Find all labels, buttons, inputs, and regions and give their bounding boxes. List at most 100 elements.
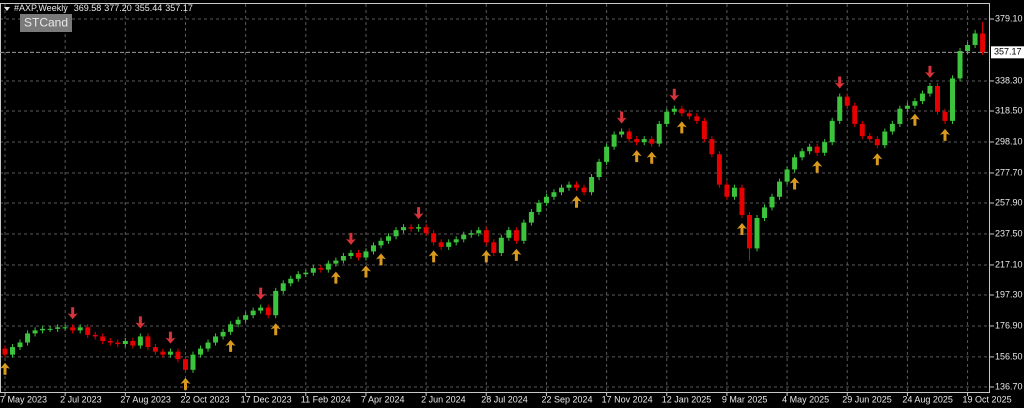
candle-body [965, 44, 971, 52]
candle-body [799, 151, 805, 158]
candle-body [521, 222, 527, 241]
candle-body [634, 139, 640, 143]
candle-body [431, 233, 437, 243]
candle-body [528, 211, 534, 223]
y-tick-label: 237.50 [995, 228, 1023, 238]
candle-body [859, 123, 865, 137]
x-tick-label: 28 Jul 2024 [481, 394, 528, 404]
buy-arrow [909, 113, 920, 126]
buy-arrow [631, 150, 642, 163]
candle-body [235, 319, 241, 325]
y-tick-label: 217.10 [995, 259, 1023, 269]
candle-body [130, 340, 136, 346]
x-tick-label: 19 Oct 2025 [963, 394, 1012, 404]
candle-body [807, 146, 813, 152]
y-tick-label: 156.50 [995, 351, 1023, 361]
candle-body [401, 227, 407, 231]
x-tick-label: 7 Apr 2024 [361, 394, 405, 404]
candle-body [950, 78, 956, 121]
indicator-badge[interactable] [20, 14, 72, 32]
sell-arrow [413, 207, 424, 220]
candle-body [228, 324, 234, 332]
x-tick-label: 22 Oct 2023 [180, 394, 229, 404]
candle-body [310, 268, 316, 273]
buy-arrow [812, 160, 823, 173]
x-tick-label: 22 Sep 2024 [541, 394, 592, 404]
y-tick-label: 298.10 [995, 136, 1023, 146]
candle-body [47, 328, 53, 330]
candle-body [679, 108, 685, 114]
sell-arrow [834, 76, 845, 89]
candle-body [62, 327, 68, 329]
candle-body [303, 272, 309, 275]
candle-body [769, 196, 775, 208]
x-tick-label: 29 Jun 2025 [842, 394, 892, 404]
menu-triangle[interactable] [4, 7, 10, 11]
candle-body [483, 230, 489, 243]
low-readout: 355.44 [135, 3, 163, 13]
buy-arrow [0, 362, 10, 375]
candle-body [942, 111, 948, 121]
candle-body [596, 161, 602, 178]
candle-body [370, 245, 376, 252]
candle-body [295, 274, 301, 279]
sell-arrow [165, 331, 176, 344]
buy-arrow [330, 271, 341, 284]
candle-body [17, 342, 23, 348]
candle-body [453, 239, 459, 243]
plot-frame [0, 3, 990, 393]
candle-body [318, 268, 324, 270]
last-price-label: 357.17 [994, 47, 1022, 57]
candle-body [115, 342, 121, 345]
candle-body [476, 230, 482, 234]
candle-body [325, 263, 331, 270]
candle-body [739, 187, 745, 216]
candle-body [55, 327, 61, 329]
y-tick-label: 379.10 [995, 13, 1023, 23]
candle-body [536, 202, 542, 212]
buy-arrow [180, 377, 191, 390]
candle-body [724, 184, 730, 197]
candle-body [243, 315, 249, 320]
candle-body [581, 187, 587, 193]
candle-body [957, 51, 963, 79]
candle-body [77, 327, 83, 331]
candle-body [10, 347, 16, 355]
candle-body [837, 96, 843, 121]
candle-body [461, 234, 467, 240]
candle-body [746, 215, 752, 249]
sell-arrow [924, 65, 935, 78]
grid [0, 4, 990, 392]
candle-body [716, 154, 722, 185]
candle-body [874, 139, 880, 146]
candle-body [122, 340, 128, 345]
close-readout: 357.17 [165, 3, 193, 13]
indicator-name[interactable]: STCand [24, 16, 68, 30]
candle-body [250, 310, 256, 316]
candle-body [220, 331, 226, 337]
candle-body [897, 108, 903, 124]
candle-body [280, 283, 286, 291]
buy-arrow [481, 250, 492, 263]
candle-body [934, 85, 940, 112]
candle-body [40, 328, 46, 331]
buy-arrow [789, 177, 800, 190]
candle-body [446, 242, 452, 247]
candle-body [378, 240, 384, 246]
x-tick-label: 2 Jun 2024 [421, 394, 466, 404]
buy-arrow [872, 153, 883, 166]
x-tick-label: 27 Aug 2023 [120, 394, 171, 404]
candle-body [386, 236, 392, 241]
x-tick-label: 7 May 2023 [0, 394, 47, 404]
candle-body [167, 351, 173, 355]
candle-body [656, 123, 662, 144]
candle-body [814, 146, 820, 153]
candle-body [468, 233, 474, 235]
candle-body [777, 181, 783, 197]
candle-body [506, 230, 512, 238]
header: #AXP,Weekly 369.58 377.20 355.44 357.17 [14, 3, 193, 13]
x-tick-label: 11 Feb 2024 [301, 394, 351, 404]
candle-body [566, 184, 572, 188]
